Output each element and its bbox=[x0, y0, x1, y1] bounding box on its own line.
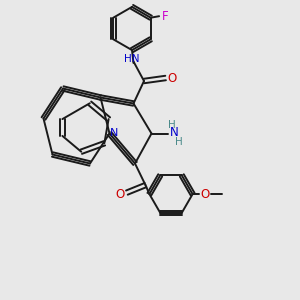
Text: H: H bbox=[168, 120, 176, 130]
Text: F: F bbox=[162, 10, 168, 23]
Text: O: O bbox=[116, 188, 125, 201]
Text: HN: HN bbox=[124, 54, 139, 64]
Text: H: H bbox=[175, 137, 182, 147]
Text: N: N bbox=[110, 128, 118, 139]
Text: O: O bbox=[201, 188, 210, 201]
Text: O: O bbox=[167, 71, 176, 85]
Text: N: N bbox=[170, 126, 179, 140]
